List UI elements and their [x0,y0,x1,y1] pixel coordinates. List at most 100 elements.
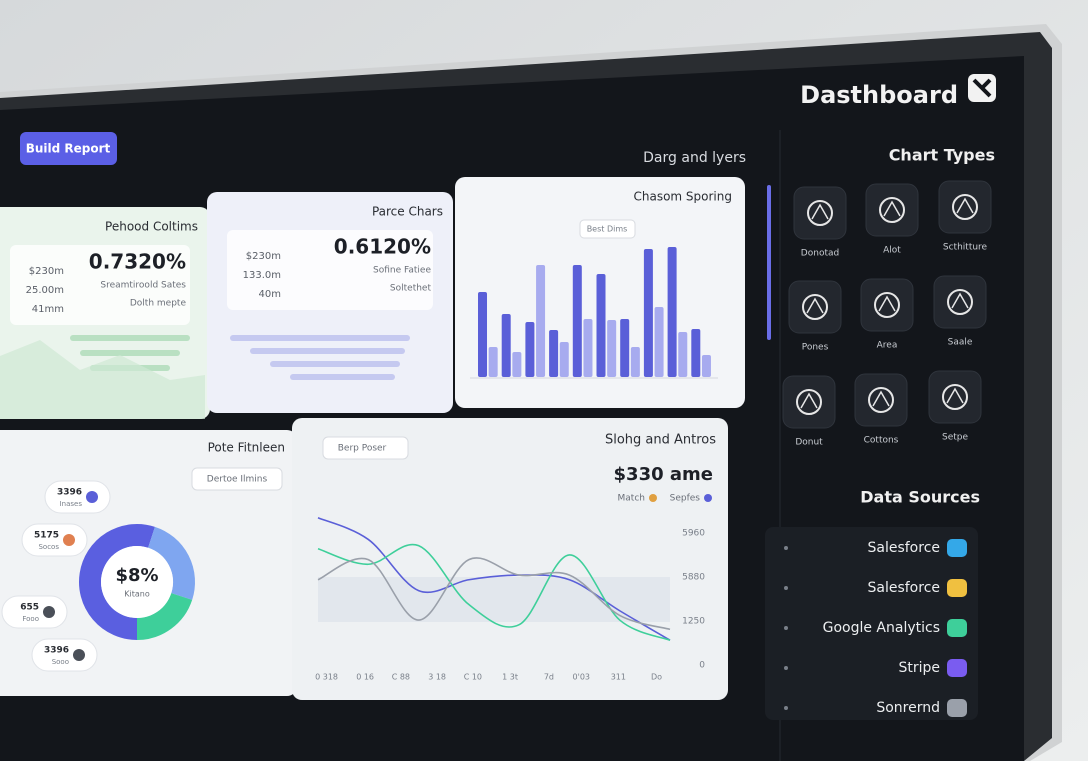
bar [536,265,546,377]
chart-type-label: Donotad [801,249,839,259]
x-label: 0 16 [356,673,374,682]
card-side-value: $230m [246,251,281,262]
bar [488,347,498,377]
section-title: Darg and lyers [643,150,746,166]
badge [322,436,409,460]
drag-handle [784,586,788,590]
chart-type-tile[interactable] [933,275,987,329]
content: Dasthboard Build Report Darg and lyers Char… [0,81,995,717]
card-text: Sreamtiroold Sates [100,281,186,291]
x-label: Do [651,673,662,682]
chart-type-icon [800,392,818,409]
chart-type-icon [879,197,905,223]
x-label: 3 18 [428,673,446,682]
bar [512,352,522,377]
chart-type-icon [942,384,968,410]
card-inner [227,230,433,310]
card-side-value: 40m [259,289,281,300]
chart-type-icon [807,200,833,226]
card-text: Sofine Fatiee [373,266,431,276]
chart-type-icon [952,194,978,220]
chart-type-icon [947,289,973,315]
deco-area [0,340,205,419]
deco-bar [270,361,400,367]
chart-type-tile[interactable] [860,278,914,332]
line-series [317,557,671,631]
chart-type-tile[interactable] [788,280,842,334]
chart-type-icon [806,297,824,314]
bar [596,274,606,377]
drag-handle [784,706,788,710]
badge [579,219,636,239]
chart-types-title: Chart Types [889,146,995,165]
card-title: Parce Chars [372,205,443,219]
card-side-value: 133.0m [243,270,281,281]
deco-bar [80,350,180,356]
donut-center-value: $8% [115,565,158,586]
chart-type-tile[interactable] [938,180,992,234]
data-source-icon [947,619,967,637]
donut-segment [79,524,155,640]
callout-label: Sooo [52,658,69,666]
badge [191,467,283,491]
callout-icon [73,649,85,661]
deco-bar [70,335,190,341]
callout-value: 3396 [44,646,69,656]
chart-type-tile[interactable] [865,183,919,237]
card-title: Pehood Coltims [105,220,198,234]
card-side-value: $230m [29,266,64,277]
chart-type-icon [951,292,969,309]
badge-label: Dertoe Ilmins [207,475,268,485]
chart-type-icon [796,389,822,415]
bar [549,330,559,377]
card-inner [10,245,190,325]
chart-type-tile[interactable] [928,370,982,424]
bar [620,319,630,377]
callout [44,480,111,514]
bar [667,247,677,377]
data-source-icon [947,579,967,597]
line-series [317,517,671,641]
chart-type-label: Pones [802,343,829,353]
chart-type-tile[interactable] [854,373,908,427]
y-label: 1250 [682,617,705,627]
legend-label: Match [618,494,645,504]
callout-label: Inases [60,500,83,508]
x-label: 1 3t [502,673,518,682]
chart-type-icon [811,203,829,220]
data-source-name: Salesforce [867,540,940,556]
chart-type-icon [868,387,894,413]
callout-value: 655 [20,603,39,613]
chart-type-tile[interactable] [793,186,847,240]
chart-type-icon [872,390,890,407]
data-source-name: Salesforce [867,580,940,596]
deco-bar [290,374,395,380]
chart-type-label: Alot [883,246,901,256]
callout-value: 3396 [57,488,82,498]
data-source-icon [947,699,967,717]
x-label: C 10 [464,673,482,682]
donut-hole [101,546,173,618]
build-report-button[interactable] [20,132,117,165]
y-label: 0 [699,661,705,671]
chart-type-icon [802,294,828,320]
bar [525,322,535,377]
chart-type-label: Saale [948,338,973,348]
logo [968,74,996,102]
data-source-name: Google Analytics [823,620,940,636]
chart-type-tile[interactable] [782,375,836,429]
drag-handle [784,666,788,670]
deco-bar [250,348,405,354]
card-title: Pote Fitnleen [208,441,285,455]
drag-handle [784,546,788,550]
donut-segment [147,526,195,600]
x-label: 0 318 [315,673,338,682]
donut-center-label: Kitano [124,590,150,599]
bar [478,292,488,377]
legend-dot [704,494,712,502]
badge-label: Best Dims [587,225,628,234]
data-sources-panel [765,527,978,720]
data-source-icon [947,659,967,677]
donut-segment [136,592,193,640]
card-text: Dolth mepte [130,299,187,309]
